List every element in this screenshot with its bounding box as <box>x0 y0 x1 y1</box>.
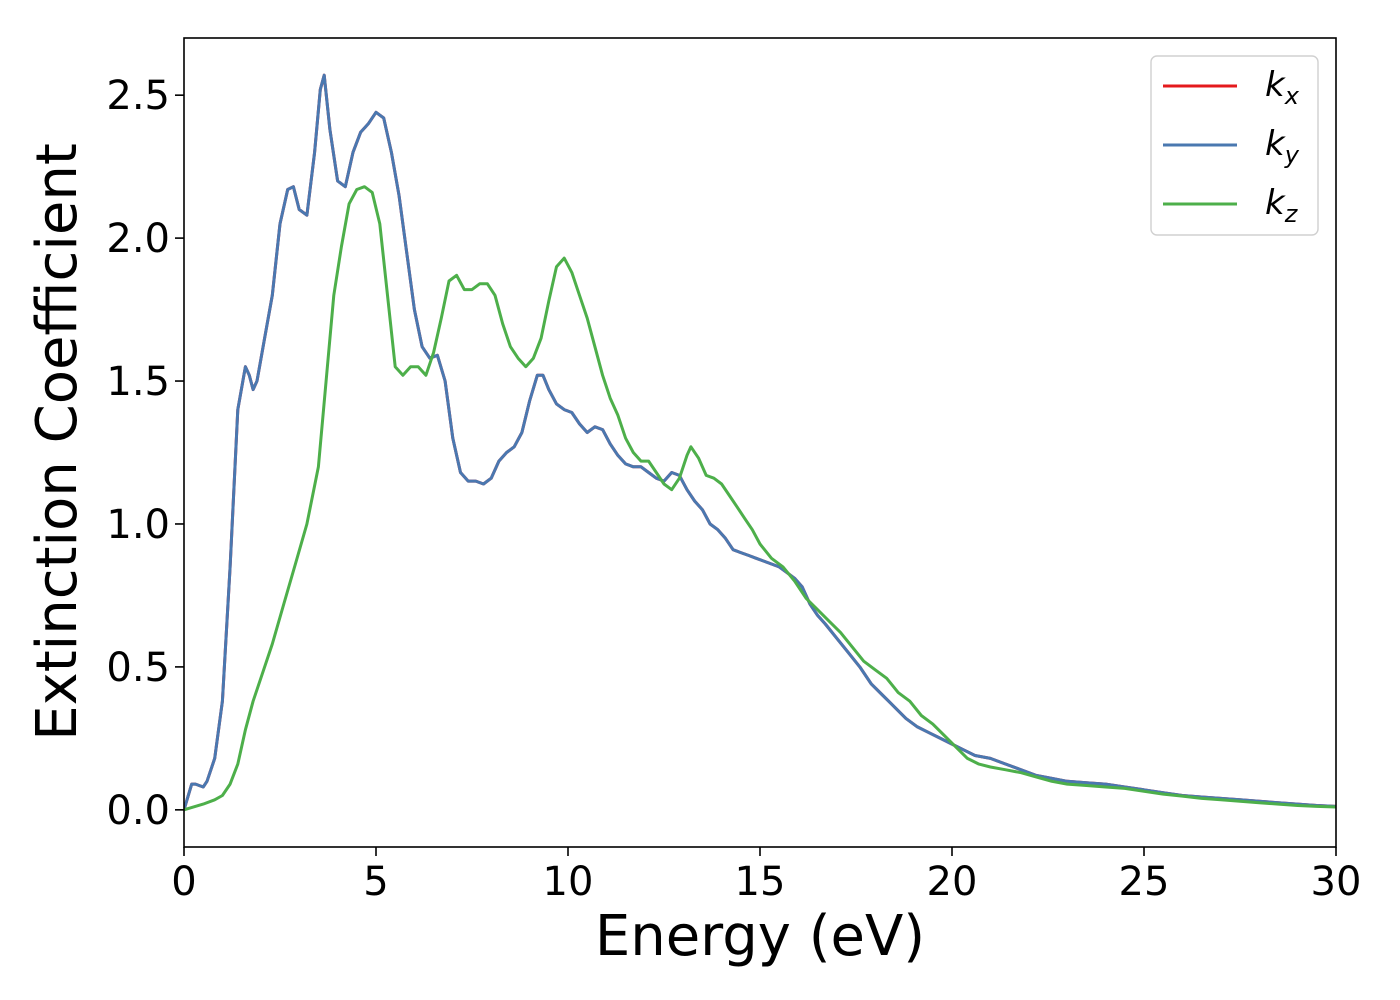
x-tick-label: 20 <box>927 859 978 905</box>
y-tick-label: 0.5 <box>106 645 170 691</box>
y-axis-title: Extinction Coefficient <box>25 143 90 741</box>
x-tick-label: 15 <box>735 859 786 905</box>
legend-label-kz: kz <box>1265 183 1299 228</box>
x-tick-label: 0 <box>171 859 196 905</box>
y-tick-label: 2.5 <box>106 73 170 119</box>
legend-label-ky: ky <box>1265 124 1300 169</box>
x-tick-label: 30 <box>1311 859 1362 905</box>
series-line-kz <box>184 185 1336 812</box>
legend-label-kx: kx <box>1265 65 1300 110</box>
x-axis: 0 5 10 15 20 25 30 <box>171 847 1361 905</box>
series-line-ky <box>184 73 1336 812</box>
x-tick-label: 10 <box>543 859 594 905</box>
y-tick-label: 2.0 <box>106 216 170 262</box>
y-tick-label: 1.5 <box>106 359 170 405</box>
plot-lines <box>184 73 1336 812</box>
y-tick-label: 0.0 <box>106 788 170 834</box>
legend: kx ky kz <box>1150 55 1319 236</box>
x-tick-label: 5 <box>363 859 388 905</box>
y-axis: 0.0 0.5 1.0 1.5 2.0 2.5 <box>106 73 184 834</box>
x-tick-label: 25 <box>1119 859 1170 905</box>
x-axis-title: Energy (eV) <box>595 904 925 969</box>
y-tick-label: 1.0 <box>106 502 170 548</box>
